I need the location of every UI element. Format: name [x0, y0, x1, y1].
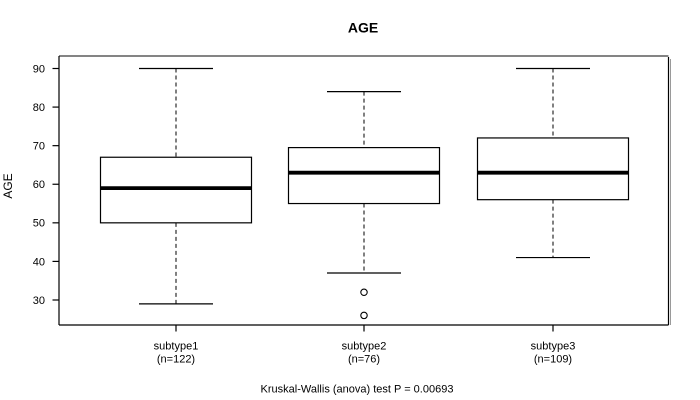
box-iqr	[287, 146, 441, 205]
group-label: subtype2	[342, 341, 387, 353]
y-tick-label: 90	[33, 63, 45, 75]
y-axis-title: AGE	[1, 173, 15, 198]
box-iqr	[476, 137, 630, 201]
y-tick-label: 40	[33, 256, 45, 268]
stat-test-footnote: Kruskal-Wallis (anova) test P = 0.00693	[261, 384, 454, 396]
outlier-point	[360, 311, 368, 320]
y-tick-label: 60	[33, 179, 45, 191]
outlier-point	[360, 288, 368, 297]
chart-layer: 90807060504030subtype1(n=122)subtype2(n=…	[33, 55, 671, 366]
group-sublabel: (n=76)	[348, 354, 380, 366]
y-tick-label: 70	[33, 141, 45, 153]
y-tick-label: 50	[33, 218, 45, 230]
group-label: subtype1	[154, 341, 199, 353]
group-sublabel: (n=109)	[534, 354, 572, 366]
group-label: subtype3	[531, 341, 576, 353]
chart-title: AGE	[348, 20, 378, 36]
group-sublabel: (n=122)	[157, 354, 195, 366]
box-iqr	[99, 156, 253, 224]
y-tick-label: 80	[33, 102, 45, 114]
y-tick-label: 30	[33, 295, 45, 307]
